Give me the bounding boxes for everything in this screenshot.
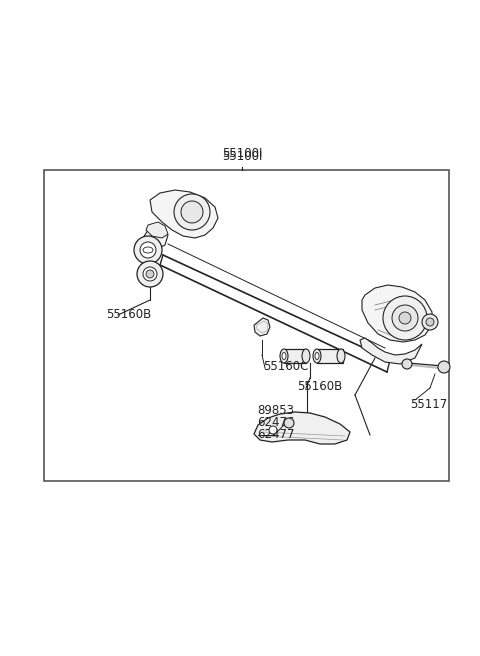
Circle shape [181, 201, 203, 223]
Circle shape [392, 305, 418, 331]
Polygon shape [254, 412, 350, 444]
Circle shape [438, 361, 450, 373]
Text: 62476: 62476 [257, 415, 295, 428]
Polygon shape [143, 227, 168, 250]
Circle shape [137, 261, 163, 287]
Polygon shape [360, 338, 422, 364]
Text: 55100I: 55100I [222, 147, 262, 160]
Circle shape [422, 314, 438, 330]
Text: 55160C: 55160C [263, 359, 308, 373]
Circle shape [284, 418, 294, 428]
Circle shape [140, 242, 156, 258]
Circle shape [146, 270, 154, 278]
Polygon shape [150, 190, 218, 238]
Circle shape [143, 267, 157, 281]
Ellipse shape [302, 349, 310, 363]
Circle shape [174, 194, 210, 230]
Circle shape [134, 236, 162, 264]
Circle shape [269, 426, 277, 434]
Text: 55100I: 55100I [222, 150, 262, 163]
Text: 89853: 89853 [257, 403, 294, 417]
Circle shape [399, 312, 411, 324]
Ellipse shape [282, 352, 286, 359]
Text: 55160B: 55160B [297, 380, 342, 394]
Polygon shape [254, 318, 270, 336]
Ellipse shape [143, 247, 153, 253]
Text: 55117: 55117 [410, 398, 447, 411]
Ellipse shape [280, 349, 288, 363]
Polygon shape [146, 222, 168, 238]
Ellipse shape [337, 349, 345, 363]
Bar [317, 349, 343, 363]
Ellipse shape [313, 349, 321, 363]
Text: 62477: 62477 [257, 428, 295, 440]
Circle shape [383, 296, 427, 340]
Circle shape [402, 359, 412, 369]
Polygon shape [362, 285, 432, 342]
Text: 55160B: 55160B [106, 308, 151, 321]
Bar [284, 349, 306, 363]
Circle shape [426, 318, 434, 326]
Bar [44, 170, 449, 481]
Ellipse shape [315, 352, 319, 359]
